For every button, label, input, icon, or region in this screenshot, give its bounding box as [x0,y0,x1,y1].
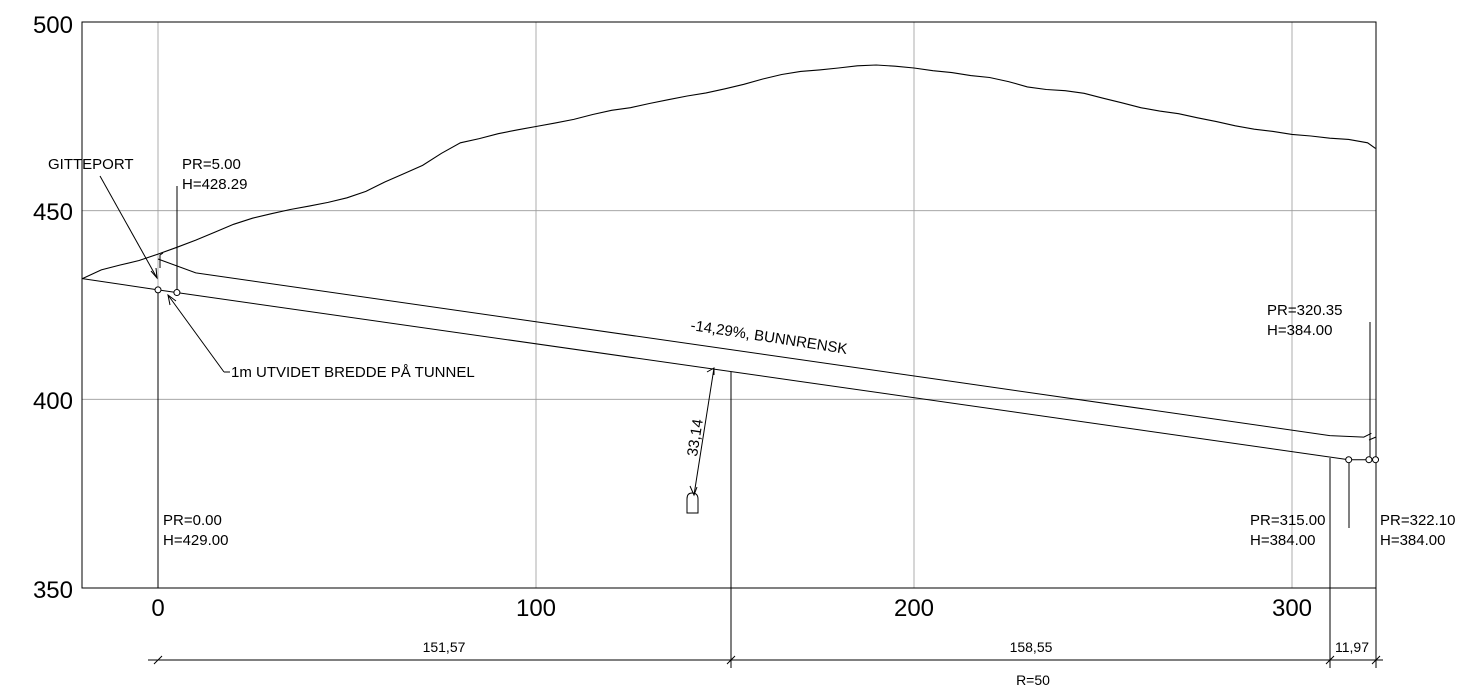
station-marker [173,289,181,297]
pr0-label: PR=0.00 [163,512,222,529]
station-marker [1345,456,1353,464]
gitteport-leader [99,175,158,280]
distance-label: 33,14 [684,418,707,458]
station-marker [1365,456,1373,464]
x-tick-label: 0 [151,595,164,622]
station-marker [154,286,162,294]
x-tick-label: 200 [894,595,934,622]
plot-frame [81,21,1377,589]
grid [82,22,1376,588]
utvidet-leader [167,293,230,373]
gitteport-label: GITTEPORT [48,156,134,173]
dimension-seg3: 11,97 [1335,639,1369,655]
x-tick-label: 300 [1272,595,1312,622]
tunnel-section-icon [686,492,699,514]
station-marker [1372,456,1380,464]
terrain-profile-line [82,64,1376,280]
y-tick-label: 500 [33,12,73,39]
pr5-label: PR=5.00 [182,156,241,173]
tunnel-roof-line [157,258,1372,438]
widened-width-label: 1m UTVIDET BREDDE PÅ TUNNEL [231,364,475,381]
y-tick-label: 400 [33,388,73,415]
marker-points [154,286,1380,464]
dimension-seg1: 151,57 [423,639,466,655]
pr315-label: PR=315.00 [1250,512,1325,529]
pr315-height-label: H=384.00 [1250,532,1315,549]
pr320-height-label: H=384.00 [1267,322,1332,339]
radius-label: R=50 [1016,672,1050,688]
pr5-height-label: H=428.29 [182,176,247,193]
pr322-label: PR=322.10 [1380,512,1455,529]
pr322-height-label: H=384.00 [1380,532,1445,549]
distance-arrow [689,367,715,497]
portal-detail [159,252,164,268]
pr320-label: PR=320.35 [1267,302,1342,319]
x-tick-label: 100 [516,595,556,622]
y-tick-label: 350 [33,577,73,604]
pr0-height-label: H=429.00 [163,532,228,549]
dimension-seg2: 158,55 [1010,639,1053,655]
dimension-line [148,655,1383,665]
slope-label: -14,29%, BUNNRENSK [689,317,848,358]
y-tick-label: 450 [33,199,73,226]
